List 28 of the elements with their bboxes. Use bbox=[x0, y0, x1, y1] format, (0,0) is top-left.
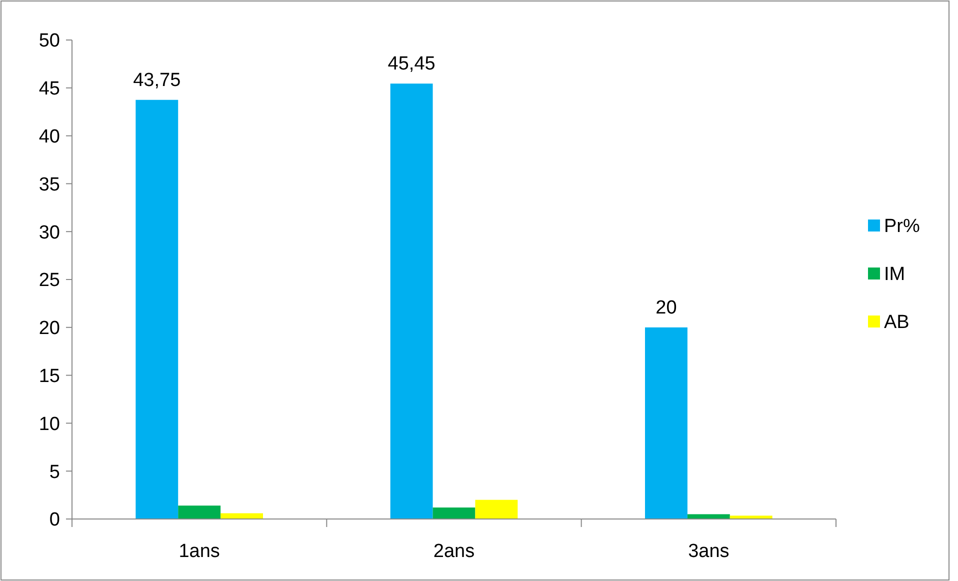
data-label: 45,45 bbox=[388, 54, 436, 75]
legend-label: AB bbox=[884, 312, 910, 334]
y-tick-label: 25 bbox=[38, 270, 60, 292]
y-tick-label: 40 bbox=[38, 126, 60, 148]
bar bbox=[645, 327, 688, 519]
bar bbox=[136, 100, 178, 519]
x-tick-label: 3ans bbox=[688, 541, 730, 562]
y-tick-label: 5 bbox=[49, 462, 60, 483]
y-tick-label: 30 bbox=[38, 222, 60, 244]
x-tick-label: 1ans bbox=[178, 541, 220, 562]
bar bbox=[730, 516, 772, 519]
y-tick-label: 35 bbox=[38, 174, 60, 196]
y-tick-label: 10 bbox=[38, 414, 60, 435]
y-tick-label: 50 bbox=[38, 30, 60, 52]
y-tick-label: 45 bbox=[38, 78, 60, 100]
bar bbox=[687, 514, 730, 519]
data-label: 43,75 bbox=[133, 70, 181, 91]
legend-label: Pr% bbox=[884, 216, 920, 238]
y-tick-label: 20 bbox=[38, 318, 60, 340]
bar bbox=[475, 500, 518, 519]
bar bbox=[178, 506, 221, 519]
y-tick-label: 0 bbox=[49, 510, 60, 531]
legend-label: IM bbox=[884, 264, 906, 286]
data-label: 20 bbox=[656, 297, 677, 318]
x-tick-label: 2ans bbox=[433, 541, 475, 562]
y-tick-label: 15 bbox=[38, 366, 60, 387]
bar bbox=[390, 84, 433, 519]
bar bbox=[432, 508, 476, 519]
